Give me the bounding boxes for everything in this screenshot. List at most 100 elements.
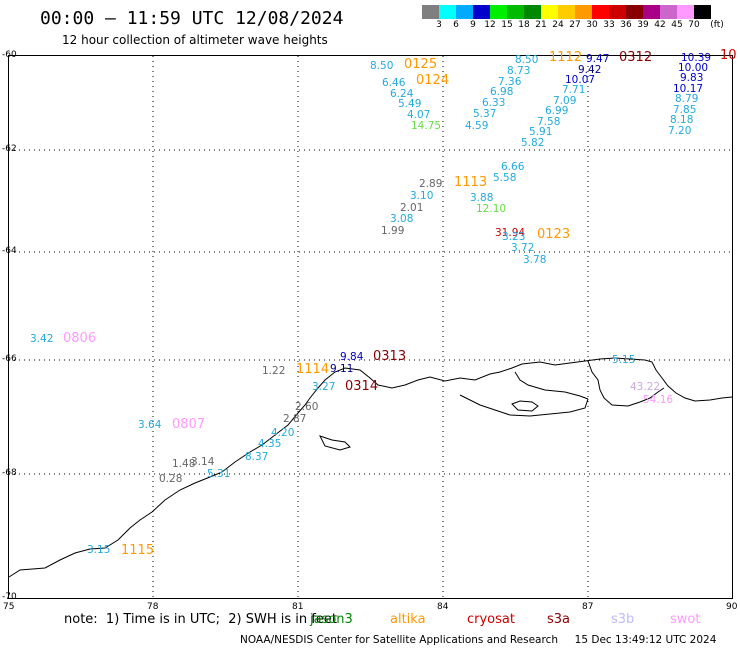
legend-tick-label: 36 xyxy=(620,20,632,30)
legend-color-bar xyxy=(422,5,711,19)
satellite-name-jason3: jason3 xyxy=(310,612,353,627)
wave-height-value: 8.37 xyxy=(245,451,269,463)
wave-height-value: 5.82 xyxy=(521,137,545,149)
latitude-label: -68 xyxy=(2,468,17,478)
legend-tick-label: 3 xyxy=(436,20,442,30)
legend-tick-label: 15 xyxy=(501,20,513,30)
wave-height-value: 3.27 xyxy=(312,381,336,393)
satellite-name-swot: swot xyxy=(670,612,701,627)
wave-height-value: 2.60 xyxy=(295,401,319,413)
wave-height-value: 6.98 xyxy=(490,86,514,98)
wave-height-value: 3.72 xyxy=(511,242,535,254)
longitude-label: 84 xyxy=(437,602,449,612)
wave-height-value: 3.78 xyxy=(523,254,547,266)
wave-height-value: 12.10 xyxy=(476,203,507,215)
pass-time-label: 1115 xyxy=(121,543,155,558)
wave-height-value: 4.07 xyxy=(407,109,431,121)
legend-tick-label: 24 xyxy=(552,20,564,30)
legend-tick-label: 45 xyxy=(671,20,683,30)
wave-height-value: 7.85 xyxy=(673,104,697,116)
wave-height-value: 5.58 xyxy=(493,172,517,184)
longitude-label: 87 xyxy=(582,602,594,612)
wave-height-value: 6.66 xyxy=(501,161,525,173)
wave-height-value: 8.79 xyxy=(675,93,699,105)
wave-height-value: 1.22 xyxy=(262,365,286,377)
wave-height-value: 6.24 xyxy=(390,88,414,100)
wave-height-value: 3.64 xyxy=(138,419,162,431)
legend-swatch xyxy=(660,5,677,19)
wave-height-value: 5.37 xyxy=(473,108,497,120)
legend-swatch xyxy=(643,5,660,19)
legend-swatch xyxy=(677,5,694,19)
legend-swatch xyxy=(575,5,592,19)
legend-tick-label: 9 xyxy=(470,20,476,30)
legend-swatch xyxy=(558,5,575,19)
wave-height-value: 4.59 xyxy=(465,120,489,132)
wave-height-value: 9.11 xyxy=(330,363,354,375)
latitude-label: -64 xyxy=(2,246,17,256)
wave-height-value: 10.07 xyxy=(565,74,596,86)
wave-height-value: 6.33 xyxy=(482,97,506,109)
wave-height-value: 8.73 xyxy=(507,65,531,77)
legend-tick-label: 30 xyxy=(586,20,598,30)
legend-tick-label: 39 xyxy=(637,20,649,30)
pass-time-label: 1112 xyxy=(549,50,583,65)
legend-ticks: 3 6 9 12 15 18 21 24 27 30 33 36 39 42 45 70 (ft) xyxy=(422,19,724,31)
page-subtitle: 12 hour collection of altimeter wave hei… xyxy=(62,33,328,47)
wave-height-value: 10.39 xyxy=(681,52,712,64)
wave-height-value: 7.09 xyxy=(553,95,577,107)
legend-tick-label: 21 xyxy=(535,20,547,30)
wave-height-value: 1.99 xyxy=(381,225,405,237)
wave-height-value: 9.42 xyxy=(578,64,602,76)
longitude-label: 90 xyxy=(726,602,738,612)
wave-height-legend: 3 6 9 12 15 18 21 24 27 30 33 36 39 42 45 70 (ft) xyxy=(422,5,724,31)
wave-height-value: 0.28 xyxy=(159,473,183,485)
longitude-label: 81 xyxy=(292,602,304,612)
legend-swatch xyxy=(626,5,643,19)
satellite-name-s3b: s3b xyxy=(611,612,635,627)
wave-height-value: 7.71 xyxy=(562,84,586,96)
wave-height-value: 8.50 xyxy=(515,54,539,66)
wave-height-value: 9.83 xyxy=(680,72,704,84)
legend-swatch xyxy=(507,5,524,19)
legend-swatch xyxy=(456,5,473,19)
footnote: note: 1) Time is in UTC; 2) SWH is in fe… xyxy=(64,612,337,627)
wave-height-value: 3.23 xyxy=(502,231,526,243)
legend-swatch xyxy=(490,5,507,19)
wave-height-value: 2.89 xyxy=(419,178,443,190)
wave-height-value: 43.22 xyxy=(630,381,661,393)
map-frame xyxy=(8,55,733,599)
wave-height-value: 7.36 xyxy=(498,76,522,88)
graticule xyxy=(9,56,732,598)
wave-height-value: 4.35 xyxy=(258,438,282,450)
wave-height-value: 5.91 xyxy=(529,126,553,138)
page-title: 00:00 — 11:59 UTC 12/08/2024 xyxy=(40,8,344,29)
wave-height-value: 5.31 xyxy=(207,468,231,480)
wave-height-value: 14.75 xyxy=(411,120,442,132)
latitude-label: -66 xyxy=(2,354,17,364)
wave-height-value: 10.00 xyxy=(678,62,709,74)
pass-time-label: 0123 xyxy=(537,227,571,242)
latitude-label: -70 xyxy=(2,592,17,602)
wave-height-value: 3.42 xyxy=(30,333,54,345)
longitude-label: 75 xyxy=(3,602,15,612)
pass-time-label: 0314 xyxy=(345,379,379,394)
wave-height-value: 6.99 xyxy=(545,105,569,117)
legend-tick-label: 70 xyxy=(688,20,700,30)
wave-height-value: 10.17 xyxy=(673,83,704,95)
wave-height-value: 3.10 xyxy=(410,190,434,202)
pass-time-label: 0807 xyxy=(172,417,206,432)
wave-height-value: 3.88 xyxy=(470,192,494,204)
wave-height-value: 2.01 xyxy=(400,202,424,214)
latitude-label: -62 xyxy=(2,144,17,154)
wave-height-value: 7.58 xyxy=(537,116,561,128)
wave-height-value: 5.49 xyxy=(398,98,422,110)
wave-height-value: 1.48 xyxy=(172,458,196,470)
legend-tick-label: 42 xyxy=(654,20,666,30)
wave-height-value: 7.20 xyxy=(668,125,692,137)
satellite-name-altika: altika xyxy=(390,612,426,627)
legend-tick-label: (ft) xyxy=(710,20,724,30)
legend-swatch xyxy=(609,5,626,19)
wave-height-value: 8.50 xyxy=(370,60,394,72)
